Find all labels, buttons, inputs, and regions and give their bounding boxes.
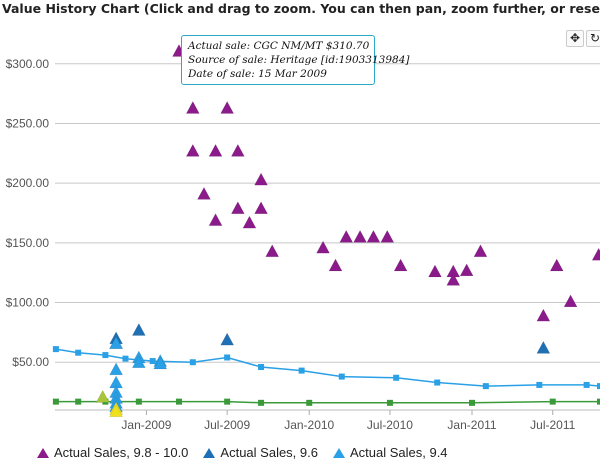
legend-item-98-100[interactable]: Actual Sales, 9.8 - 10.0: [36, 445, 188, 460]
trend-point: [549, 398, 556, 405]
sale-marker[interactable]: [185, 143, 200, 157]
axes: $50.00 $100.00 $150.00 $200.00 $250.00 $300.0…: [6, 57, 600, 432]
sale-marker[interactable]: [428, 264, 442, 278]
sale-marker[interactable]: [109, 336, 124, 349]
sale-tooltip: Actual sale: CGC NM/MT $310.70 Source of…: [181, 35, 410, 85]
legend-label: Actual Sales, 9.4: [349, 445, 448, 460]
sale-marker[interactable]: [242, 215, 257, 229]
sale-marker[interactable]: [563, 294, 578, 308]
sale-marker[interactable]: [316, 240, 330, 254]
x-tick-label: Jul-2010: [367, 418, 413, 432]
sale-marker[interactable]: [353, 229, 367, 243]
trend-point: [583, 381, 590, 388]
trend-point: [258, 399, 265, 406]
sale-marker[interactable]: [536, 340, 551, 354]
sale-marker[interactable]: [197, 186, 211, 200]
trend-point: [536, 381, 543, 388]
trend-point: [175, 398, 182, 405]
sale-marker[interactable]: [459, 263, 474, 277]
chart-toolbar: ✥ ↻: [566, 30, 600, 48]
trend-point: [122, 355, 129, 362]
trend-line-5: [55, 348, 600, 387]
trend-point: [52, 398, 59, 405]
triangle-icon: [332, 447, 345, 458]
sale-marker[interactable]: [536, 308, 551, 322]
trend-point: [224, 398, 231, 405]
reset-icon[interactable]: ↻: [586, 30, 600, 47]
x-tick-label: Jul-2009: [204, 418, 250, 432]
sale-marker[interactable]: [339, 229, 354, 243]
sale-marker[interactable]: [473, 244, 488, 257]
trend-point: [469, 399, 476, 406]
trend-point: [189, 359, 196, 366]
sale-marker[interactable]: [265, 244, 280, 257]
trend-point: [75, 398, 82, 405]
sale-marker[interactable]: [393, 258, 408, 272]
trend-point: [393, 374, 400, 381]
trend-point: [102, 352, 109, 359]
sale-marker[interactable]: [549, 258, 564, 272]
y-tick-label: $300.00: [6, 57, 50, 71]
y-tick-label: $150.00: [6, 236, 50, 250]
legend-item-96[interactable]: Actual Sales, 9.6: [202, 445, 318, 460]
trend-point: [482, 383, 489, 390]
x-tick-label: Jan-2011: [447, 418, 496, 432]
y-tick-label: $100.00: [6, 296, 50, 310]
trend-point: [338, 373, 345, 380]
y-tick-label: $50.00: [12, 355, 49, 369]
trend-point: [75, 349, 82, 356]
sale-marker[interactable]: [208, 143, 223, 157]
legend-item-94[interactable]: Actual Sales, 9.4: [332, 445, 448, 460]
trend-point: [135, 398, 142, 405]
tooltip-date-line: Date of sale: 15 Mar 2009: [188, 68, 327, 80]
x-tick-label: Jul-2011: [530, 418, 575, 432]
trend-point: [149, 358, 156, 365]
chart-plot[interactable]: $50.00 $100.00 $150.00 $200.00 $250.00 $300.0…: [0, 0, 600, 440]
sale-marker[interactable]: [591, 247, 600, 261]
trend-point: [597, 398, 600, 405]
sale-markers: [95, 43, 600, 417]
triangle-icon: [37, 447, 49, 458]
sale-marker[interactable]: [230, 143, 245, 157]
sale-marker[interactable]: [230, 201, 245, 214]
move-icon[interactable]: ✥: [566, 30, 584, 47]
trend-lines: [52, 346, 600, 406]
grid-lines: [55, 63, 600, 363]
tooltip-source-line: Source of sale: Heritage [id:1903313984]: [188, 54, 410, 66]
sale-marker[interactable]: [95, 389, 110, 403]
sale-marker[interactable]: [109, 362, 124, 376]
sale-marker[interactable]: [131, 322, 146, 336]
trend-point: [224, 354, 231, 361]
y-tick-label: $250.00: [6, 116, 50, 130]
y-tick-label: $200.00: [6, 176, 50, 190]
trend-point: [306, 399, 313, 406]
trend-point: [298, 367, 305, 374]
trend-point: [258, 364, 265, 371]
x-tick-label: Jan-2009: [121, 418, 171, 432]
sale-marker[interactable]: [254, 172, 268, 186]
trend-point: [52, 346, 59, 353]
sale-marker[interactable]: [153, 356, 168, 370]
sale-marker[interactable]: [220, 332, 235, 346]
sale-marker[interactable]: [366, 229, 381, 243]
sale-marker[interactable]: [254, 201, 268, 214]
legend-label: Actual Sales, 9.6: [220, 445, 318, 460]
sale-marker[interactable]: [208, 213, 223, 226]
sale-marker[interactable]: [131, 355, 146, 368]
sale-marker[interactable]: [220, 100, 235, 114]
tooltip-sale-line: Actual sale: CGC NM/MT $310.70: [188, 40, 370, 52]
sale-marker[interactable]: [380, 229, 395, 243]
sale-marker[interactable]: [109, 404, 124, 417]
x-tick-label: Jan-2010: [284, 418, 334, 432]
sale-marker[interactable]: [328, 258, 343, 272]
trend-point: [597, 383, 600, 390]
triangle-icon: [203, 447, 216, 458]
sale-marker[interactable]: [446, 272, 461, 286]
trend-point: [386, 399, 393, 406]
legend-label: Actual Sales, 9.8 - 10.0: [54, 445, 189, 460]
chart-legend: Actual Sales, 9.8 - 10.0 Actual Sales, 9…: [36, 445, 448, 460]
trend-point: [434, 379, 441, 386]
chart-title: Value History Chart (Click and drag to z…: [2, 1, 600, 16]
sale-marker[interactable]: [185, 100, 200, 114]
